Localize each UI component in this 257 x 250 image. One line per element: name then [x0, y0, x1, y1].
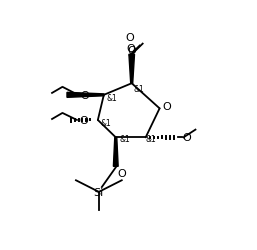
- Text: O: O: [126, 44, 135, 54]
- Text: O: O: [163, 102, 171, 112]
- Text: &1: &1: [119, 135, 130, 144]
- Text: &1: &1: [101, 119, 112, 128]
- Text: &1: &1: [133, 84, 144, 93]
- Text: O: O: [79, 116, 88, 126]
- Text: &1: &1: [145, 135, 156, 144]
- Polygon shape: [129, 55, 134, 84]
- Text: Si: Si: [94, 187, 104, 197]
- Polygon shape: [113, 138, 118, 167]
- Polygon shape: [67, 93, 104, 98]
- Text: O: O: [127, 46, 136, 56]
- Text: O: O: [117, 168, 126, 178]
- Text: O: O: [125, 32, 134, 42]
- Text: &1: &1: [107, 94, 117, 103]
- Text: O: O: [80, 90, 89, 101]
- Text: O: O: [182, 133, 191, 143]
